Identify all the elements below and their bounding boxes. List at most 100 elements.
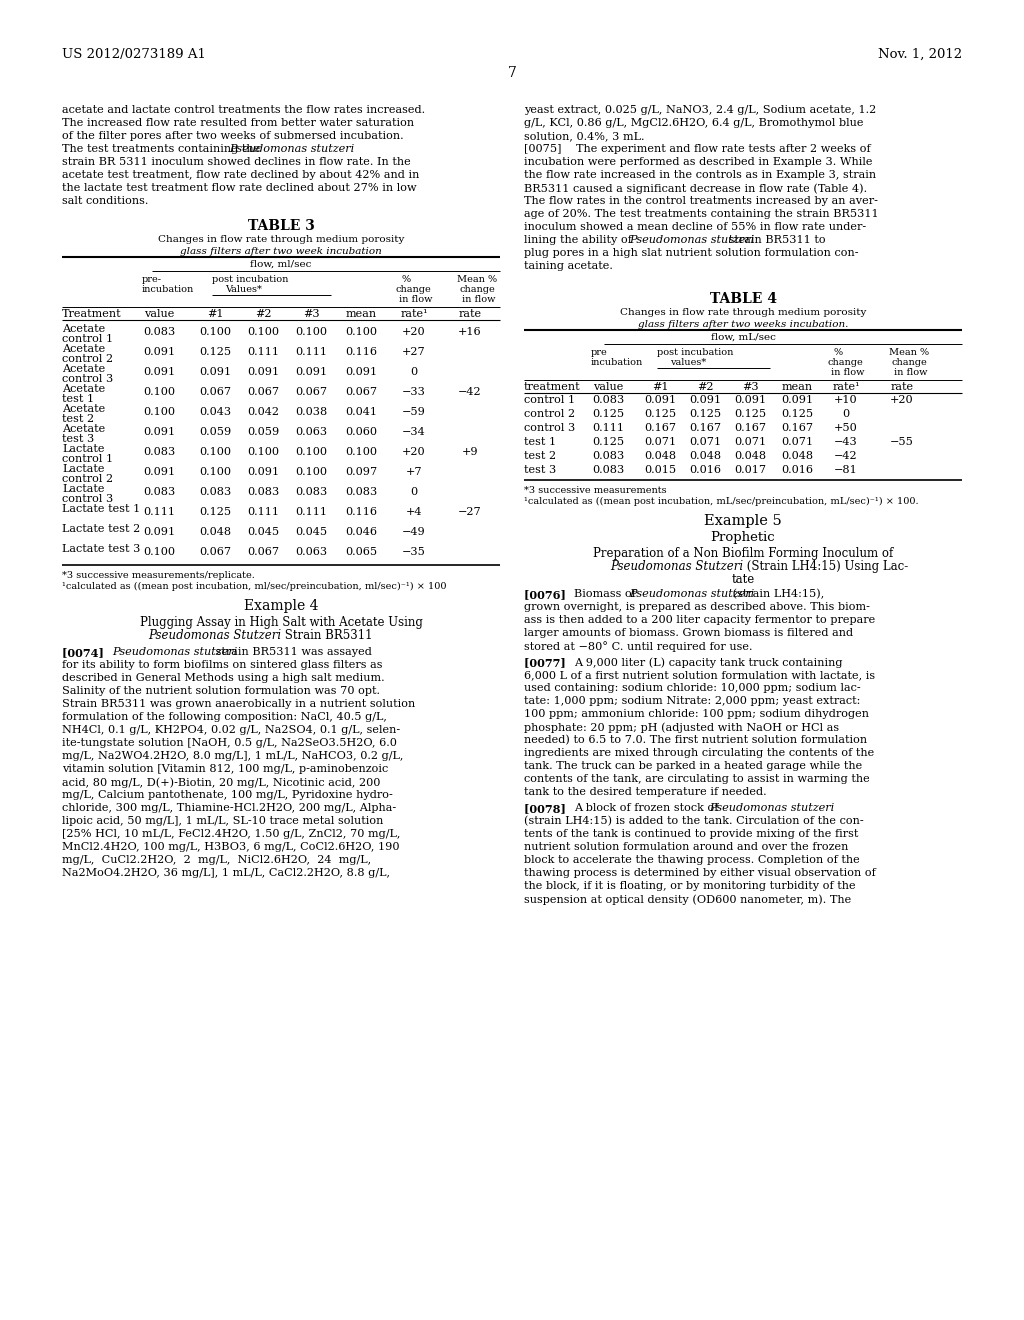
Text: 0.091: 0.091 xyxy=(295,367,327,378)
Text: Strain BR5311 was grown anaerobically in a nutrient solution: Strain BR5311 was grown anaerobically in… xyxy=(62,700,416,709)
Text: vitamin solution [Vitamin 812, 100 mg/L, p-aminobenzoic: vitamin solution [Vitamin 812, 100 mg/L,… xyxy=(62,764,388,774)
Text: Lactate: Lactate xyxy=(62,444,104,454)
Text: 0.100: 0.100 xyxy=(345,327,377,337)
Text: tank. The truck can be parked in a heated garage while the: tank. The truck can be parked in a heate… xyxy=(524,762,862,771)
Text: +50: +50 xyxy=(835,422,858,433)
Text: Prophetic: Prophetic xyxy=(711,531,775,544)
Text: control 1: control 1 xyxy=(524,395,575,405)
Text: 0.125: 0.125 xyxy=(199,347,231,356)
Text: Pseudomonas stutzeri: Pseudomonas stutzeri xyxy=(229,144,354,154)
Text: +10: +10 xyxy=(835,395,858,405)
Text: Lactate: Lactate xyxy=(62,465,104,474)
Text: test 2: test 2 xyxy=(524,451,556,461)
Text: −59: −59 xyxy=(402,407,426,417)
Text: Na2MoO4.2H2O, 36 mg/L], 1 mL/L, CaCl2.2H2O, 8.8 g/L,: Na2MoO4.2H2O, 36 mg/L], 1 mL/L, CaCl2.2H… xyxy=(62,869,390,878)
Text: incubation: incubation xyxy=(591,358,643,367)
Text: %: % xyxy=(834,348,843,356)
Text: +20: +20 xyxy=(402,447,426,457)
Text: 0.071: 0.071 xyxy=(781,437,813,447)
Text: 0.097: 0.097 xyxy=(345,467,377,477)
Text: suspension at optical density (OD600 nanometer, m). The: suspension at optical density (OD600 nan… xyxy=(524,894,851,904)
Text: 0.067: 0.067 xyxy=(345,387,377,397)
Text: in flow: in flow xyxy=(399,294,432,304)
Text: 0.067: 0.067 xyxy=(295,387,327,397)
Text: [0077]: [0077] xyxy=(524,657,582,668)
Text: 0.100: 0.100 xyxy=(295,467,327,477)
Text: contents of the tank, are circulating to assist in warming the: contents of the tank, are circulating to… xyxy=(524,774,869,784)
Text: described in General Methods using a high salt medium.: described in General Methods using a hig… xyxy=(62,673,385,682)
Text: change: change xyxy=(460,285,496,294)
Text: change: change xyxy=(827,358,863,367)
Text: 0.059: 0.059 xyxy=(247,426,280,437)
Text: 0.083: 0.083 xyxy=(143,447,175,457)
Text: −34: −34 xyxy=(402,426,426,437)
Text: 0.100: 0.100 xyxy=(295,327,327,337)
Text: 0.016: 0.016 xyxy=(689,465,721,475)
Text: tate: tate xyxy=(731,573,755,586)
Text: mean: mean xyxy=(781,381,813,392)
Text: 0.083: 0.083 xyxy=(345,487,377,498)
Text: Lactate test 3: Lactate test 3 xyxy=(62,544,140,554)
Text: control 1: control 1 xyxy=(62,454,113,465)
Text: 0.111: 0.111 xyxy=(295,507,327,517)
Text: 0.091: 0.091 xyxy=(199,367,231,378)
Text: 0.048: 0.048 xyxy=(781,451,813,461)
Text: treatment: treatment xyxy=(524,381,581,392)
Text: [0076]: [0076] xyxy=(524,589,582,601)
Text: value: value xyxy=(143,309,174,319)
Text: flow, mL/sec: flow, mL/sec xyxy=(711,333,775,342)
Text: −42: −42 xyxy=(835,451,858,461)
Text: [0075]    The experiment and flow rate tests after 2 weeks of: [0075] The experiment and flow rate test… xyxy=(524,144,870,154)
Text: [25% HCl, 10 mL/L, FeCl2.4H2O, 1.50 g/L, ZnCl2, 70 mg/L,: [25% HCl, 10 mL/L, FeCl2.4H2O, 1.50 g/L,… xyxy=(62,829,400,840)
Text: 0.046: 0.046 xyxy=(345,527,377,537)
Text: 0.100: 0.100 xyxy=(345,447,377,457)
Text: 0.067: 0.067 xyxy=(199,546,231,557)
Text: 0.125: 0.125 xyxy=(781,409,813,418)
Text: 0.083: 0.083 xyxy=(592,465,624,475)
Text: −55: −55 xyxy=(890,437,914,447)
Text: 0.091: 0.091 xyxy=(143,467,175,477)
Text: Lactate test 2: Lactate test 2 xyxy=(62,524,140,535)
Text: 0.091: 0.091 xyxy=(247,367,280,378)
Text: BR5311 caused a significant decrease in flow rate (Table 4).: BR5311 caused a significant decrease in … xyxy=(524,183,867,194)
Text: tents of the tank is continued to provide mixing of the first: tents of the tank is continued to provid… xyxy=(524,829,858,840)
Text: lipoic acid, 50 mg/L], 1 mL/L, SL-10 trace metal solution: lipoic acid, 50 mg/L], 1 mL/L, SL-10 tra… xyxy=(62,816,383,826)
Text: glass filters after two week incubation: glass filters after two week incubation xyxy=(180,247,382,256)
Text: mg/L,  CuCl2.2H2O,  2  mg/L,  NiCl2.6H2O,  24  mg/L,: mg/L, CuCl2.2H2O, 2 mg/L, NiCl2.6H2O, 24… xyxy=(62,855,371,865)
Text: 0.125: 0.125 xyxy=(592,409,624,418)
Text: 0.091: 0.091 xyxy=(143,426,175,437)
Text: 0.125: 0.125 xyxy=(644,409,676,418)
Text: control 3: control 3 xyxy=(524,422,575,433)
Text: ¹calculated as ((mean post incubation, ml/sec/preincubation, ml/sec)⁻¹) × 100: ¹calculated as ((mean post incubation, m… xyxy=(62,582,446,591)
Text: pre: pre xyxy=(591,348,608,356)
Text: g/L, KCl, 0.86 g/L, MgCl2.6H2O, 6.4 g/L, Bromothymol blue: g/L, KCl, 0.86 g/L, MgCl2.6H2O, 6.4 g/L,… xyxy=(524,117,863,128)
Text: control 2: control 2 xyxy=(62,474,113,484)
Text: 0.067: 0.067 xyxy=(247,546,280,557)
Text: Biomass of: Biomass of xyxy=(574,589,640,599)
Text: Mean %: Mean % xyxy=(457,275,497,284)
Text: rate: rate xyxy=(459,309,481,319)
Text: control 3: control 3 xyxy=(62,494,114,504)
Text: 7: 7 xyxy=(508,66,516,81)
Text: phosphate: 20 ppm; pH (adjusted with NaOH or HCl as: phosphate: 20 ppm; pH (adjusted with NaO… xyxy=(524,722,839,733)
Text: Treatment: Treatment xyxy=(62,309,122,319)
Text: 0.067: 0.067 xyxy=(199,387,231,397)
Text: 100 ppm; ammonium chloride: 100 ppm; sodium dihydrogen: 100 ppm; ammonium chloride: 100 ppm; sod… xyxy=(524,709,869,719)
Text: value: value xyxy=(593,381,624,392)
Text: mg/L, Calcium pantothenate, 100 mg/L, Pyridoxine hydro-: mg/L, Calcium pantothenate, 100 mg/L, Py… xyxy=(62,789,393,800)
Text: Example 5: Example 5 xyxy=(705,513,782,528)
Text: taining acetate.: taining acetate. xyxy=(524,261,613,271)
Text: 0.083: 0.083 xyxy=(199,487,231,498)
Text: Lactate: Lactate xyxy=(62,484,104,494)
Text: 0.100: 0.100 xyxy=(199,327,231,337)
Text: solution, 0.4%, 3 mL.: solution, 0.4%, 3 mL. xyxy=(524,131,644,141)
Text: formulation of the following composition: NaCl, 40.5 g/L,: formulation of the following composition… xyxy=(62,711,387,722)
Text: (Strain LH4:15) Using Lac-: (Strain LH4:15) Using Lac- xyxy=(743,560,908,573)
Text: The increased flow rate resulted from better water saturation: The increased flow rate resulted from be… xyxy=(62,117,414,128)
Text: Pseudomonas stutzeri: Pseudomonas stutzeri xyxy=(112,647,238,657)
Text: *3 successive measurements/replicate.: *3 successive measurements/replicate. xyxy=(62,572,255,579)
Text: ¹calculated as ((mean post incubation, mL/sec/preincubation, mL/sec)⁻¹) × 100.: ¹calculated as ((mean post incubation, m… xyxy=(524,498,919,506)
Text: control 2: control 2 xyxy=(524,409,575,418)
Text: flow, ml/sec: flow, ml/sec xyxy=(250,260,311,269)
Text: 0.091: 0.091 xyxy=(781,395,813,405)
